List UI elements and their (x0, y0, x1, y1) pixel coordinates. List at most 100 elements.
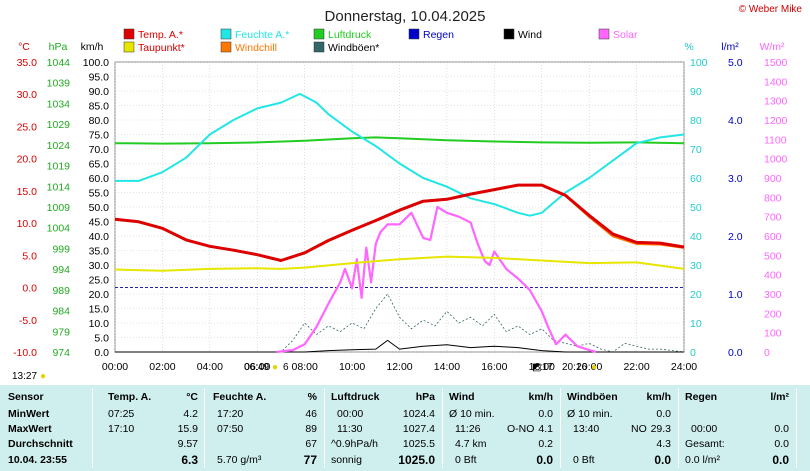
rain-max-time: 00:00 (691, 423, 718, 435)
temp-tick-label: 35.0 (17, 57, 38, 69)
press-avg: 1025.5 (402, 438, 435, 450)
wind-tick-label: 65.0 (89, 159, 110, 171)
rain-tick-label: 4.0 (728, 115, 743, 127)
rain-unit-label: l/m² (721, 41, 739, 53)
row-label-avg: Durchschnitt (8, 438, 73, 450)
legend-swatch (220, 28, 232, 40)
temp-avg: 9.57 (177, 438, 198, 450)
gust-min: 0.0 (656, 408, 671, 420)
wind-tick-label: 90.0 (89, 86, 110, 98)
header-wind: Wind (449, 391, 475, 403)
wind-tick-label: 40.0 (89, 231, 110, 243)
pressure-column: Luftdruck hPa 00:00 1024.4 11:30 1027.4 … (325, 385, 441, 471)
header-gust-unit: km/h (646, 391, 671, 403)
solar-tick-label: 1000 (764, 154, 788, 166)
solar-tick-label: 1400 (764, 76, 788, 88)
solar-tick-label: 1200 (764, 115, 788, 127)
temp-tick-label: -10.0 (13, 347, 37, 359)
pressure-tick-label: 1009 (47, 202, 71, 214)
x-tick-label: 18:00 (529, 361, 555, 373)
axes: °C hPa km/h% l/m² W/m² (18, 41, 785, 53)
temp-max-time: 17:10 (108, 423, 135, 435)
gust-column: Windböen km/h Ø 10 min. 0.0 13:40 NO 29.… (561, 385, 677, 471)
header-rain: Regen (685, 391, 718, 403)
temp-tick-label: 10.0 (17, 218, 38, 230)
temp-max: 15.9 (177, 423, 198, 435)
stats-table: Sensor MinWert MaxWert Durchschnitt 10.0… (0, 385, 810, 471)
row-label-now: 10.04. 23:55 (8, 454, 67, 466)
header-sensor: Sensor (8, 391, 44, 403)
gust-max-time: 13:40 (573, 423, 600, 435)
x-tick-label: 12:00 (386, 361, 412, 373)
humidity-tick-label: 60 (690, 173, 702, 185)
humidity-tick-label: 20 (690, 289, 702, 301)
humidity-tick-label: 50 (690, 202, 702, 214)
press-now: 1025.0 (398, 453, 435, 467)
pressure-tick-label: 1024 (47, 140, 71, 152)
series-luftdruck-line (114, 136, 685, 145)
hum-now-abs: 5.70 g/m³ (217, 454, 262, 466)
solar-tick-label: 1300 (764, 96, 788, 108)
x-tick-label: 02:00 (149, 361, 175, 373)
legend-label: Feuchte A.* (235, 29, 289, 41)
pressure-tick-label: 1004 (47, 223, 71, 235)
x-tick-label: 14:00 (434, 361, 460, 373)
temp-column: Temp. A. °C 07:25 4.2 17:10 15.9 9.57 6.… (96, 385, 204, 471)
pressure-tick-label: 994 (52, 264, 70, 276)
temp-now: 6.3 (181, 453, 198, 467)
press-min: 1024.4 (402, 408, 435, 420)
legend-swatch (313, 41, 325, 53)
solar-tick-label: 400 (764, 270, 782, 282)
header-gust: Windböen (567, 391, 618, 403)
sunset-time: 20:16 (562, 362, 588, 373)
series (114, 92, 685, 354)
rain-max: 0.0 (774, 423, 789, 435)
tick-labels: 35.0 30.0 25.0 20.0 15.0 10.0 5.0 0.0 -5.0 -10.0 1… (13, 57, 787, 373)
humidity-tick-label: 30 (690, 260, 702, 272)
solar-tick-label: 0 (764, 347, 770, 359)
wind-distance: 4.7 km (455, 438, 487, 450)
pressure-tick-label: 974 (52, 347, 70, 359)
legend-label: Windböen* (328, 42, 379, 54)
row-label-max: MaxWert (8, 423, 52, 435)
x-tick-label: 00:00 (102, 361, 128, 373)
solar-tick-label: 600 (764, 231, 782, 243)
humidity-tick-label: 70 (690, 144, 702, 156)
moon-phase-icon: ◩ (532, 362, 542, 373)
x-tick-label: 04:00 (197, 361, 223, 373)
hum-max: 89 (305, 423, 317, 435)
legend-swatch (220, 41, 232, 53)
series-windböen-line (115, 293, 685, 353)
wind-unit-label: km/h (81, 41, 104, 53)
wind-avg: 0.2 (538, 438, 553, 450)
legend-swatch (408, 28, 420, 40)
header-humidity: Feuchte A. (213, 391, 267, 403)
legend-label: Solar (613, 29, 638, 41)
moon-icon: ● (40, 371, 47, 382)
legend-label: Taupunkt* (138, 42, 185, 54)
press-min-time: 00:00 (337, 408, 364, 420)
legend-swatch (313, 28, 325, 40)
pressure-tick-label: 989 (52, 285, 70, 297)
humidity-unit-label: % (684, 41, 693, 53)
pressure-tick-label: 1019 (47, 161, 71, 173)
wind-tick-label: 25.0 (89, 275, 110, 287)
rain-tick-label: 0.0 (728, 347, 743, 359)
x-tick-label: 08:00 (292, 361, 318, 373)
legend-swatch (598, 28, 610, 40)
gust-avg: 4.3 (656, 438, 671, 450)
humidity-tick-label: 0 (690, 347, 696, 359)
temp-tick-label: 30.0 (17, 89, 38, 101)
rain-column: Regen l/m² 00:00 0.0 Gesamt: 0.0 0.0 l/m… (679, 385, 795, 471)
wind-tick-label: 20.0 (89, 289, 110, 301)
legend-label: Luftdruck (328, 29, 372, 41)
row-label-min: MinWert (8, 408, 50, 420)
hum-max-time: 07:50 (217, 423, 244, 435)
wind-max-time: 11:26 (455, 423, 481, 435)
rain-tick-label: 5.0 (728, 57, 743, 69)
rain-now-rate: 0.0 l/m² (685, 454, 721, 466)
legend-swatch (123, 28, 135, 40)
x-tick-label: 06:00 (244, 361, 270, 373)
hum-min: 46 (305, 408, 317, 420)
pressure-tick-label: 1039 (47, 78, 71, 90)
